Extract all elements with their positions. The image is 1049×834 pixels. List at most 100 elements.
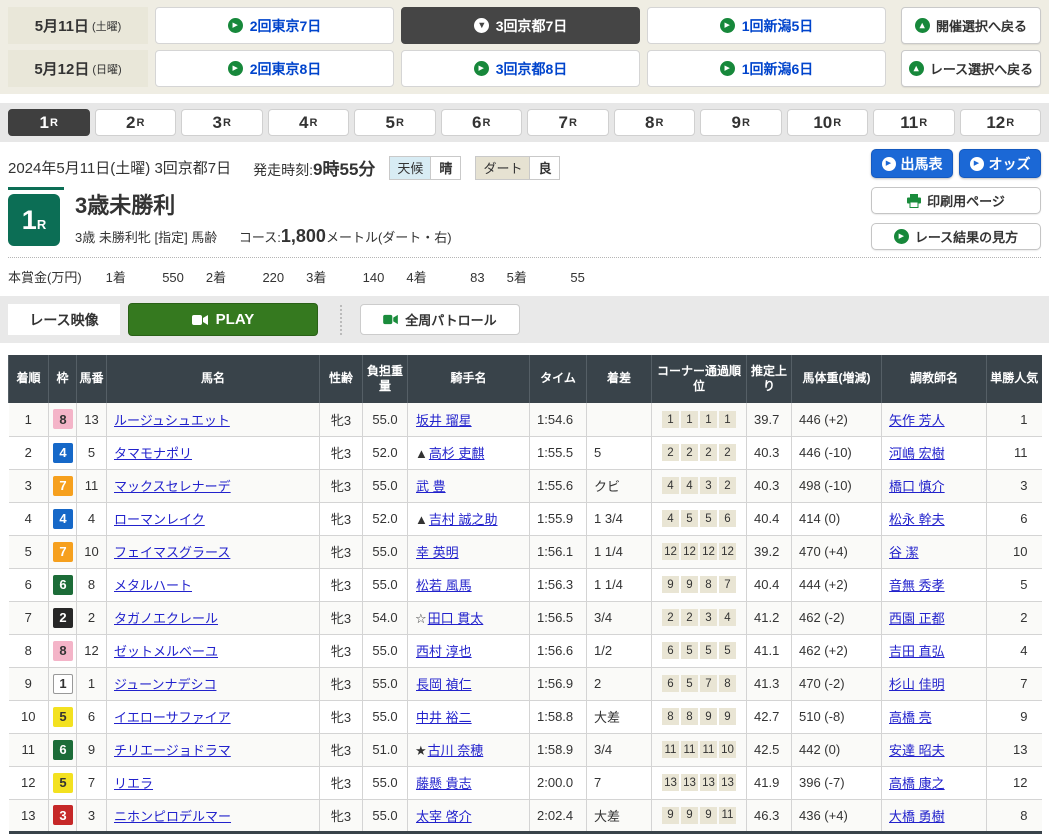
venue-label: 3回京都8日 bbox=[495, 60, 568, 77]
race-tab[interactable]: 12 R bbox=[959, 109, 1041, 136]
race-tab-suffix: R bbox=[919, 116, 928, 129]
trainer-link[interactable]: 河嶋 宏樹 bbox=[889, 446, 945, 462]
jockey-link[interactable]: 吉村 誠之助 bbox=[428, 512, 498, 528]
jockey-link[interactable]: 幸 英明 bbox=[416, 545, 459, 561]
race-tab[interactable]: 11 R bbox=[873, 109, 955, 136]
results-header-row: 着順枠馬番 馬名 性齢 負担重量 騎手名 タイム 着差 コーナー通過順位 推定上り 馬体重(増減)… bbox=[8, 355, 1042, 404]
jockey-link[interactable]: 長岡 禎仁 bbox=[416, 677, 472, 693]
horse-name-link[interactable]: ゼットメルベーユ bbox=[114, 644, 219, 660]
race-tab[interactable]: 1 R bbox=[8, 109, 90, 136]
win-favorite-rank: 10 bbox=[986, 535, 1042, 569]
corner-position: 13 bbox=[681, 774, 698, 792]
horse-name-link[interactable]: リエラ bbox=[114, 776, 154, 792]
results-table: 着順枠馬番 馬名 性齢 負担重量 騎手名 タイム 着差 コーナー通過順位 推定上り 馬体重(増減)… bbox=[8, 355, 1042, 834]
trainer-link[interactable]: 吉田 直弘 bbox=[889, 644, 945, 660]
race-tab[interactable]: 6 R bbox=[440, 109, 522, 136]
venue-button[interactable]: ▶ 2回東京7日 bbox=[155, 7, 394, 44]
horse-name-link[interactable]: ローマンレイク bbox=[114, 512, 205, 528]
trainer-cell: 音無 秀孝 bbox=[881, 568, 987, 602]
start-time: 発走時刻:9時55分 bbox=[253, 155, 375, 180]
trainer-link[interactable]: 矢作 芳人 bbox=[889, 412, 945, 428]
jockey-link[interactable]: 藤懸 貴志 bbox=[416, 776, 472, 792]
prize-items: 1着 550 2着 220 3着 140 4着 83 5着 55 bbox=[106, 267, 607, 286]
jockey-link[interactable]: 田口 貫太 bbox=[427, 611, 484, 627]
venue-button[interactable]: ▶ 3回京都7日 bbox=[401, 7, 640, 44]
corner-position: 4 bbox=[681, 477, 698, 495]
jockey-link[interactable]: 西村 淳也 bbox=[416, 644, 472, 660]
day-of-week-label: (日曜) bbox=[92, 63, 122, 76]
trainer-link[interactable]: 杉山 佳明 bbox=[889, 677, 945, 693]
result-row: 8 8 12 ゼットメルベーユ 牝3 55.0 西村 淳也 1:56.6 1/2… bbox=[8, 634, 1042, 668]
horse-name-link[interactable]: ジューンナデシコ bbox=[114, 677, 217, 693]
race-tab[interactable]: 2 R bbox=[94, 109, 176, 136]
trainer-link[interactable]: 安達 昭夫 bbox=[889, 743, 945, 759]
play-button[interactable]: PLAY bbox=[128, 303, 318, 337]
corner-position: 12 bbox=[700, 543, 717, 561]
horse-name-link[interactable]: タガノエクレール bbox=[114, 611, 219, 627]
horse-name-link[interactable]: マックスセレナーデ bbox=[114, 479, 231, 495]
frame-cell: 4 bbox=[48, 502, 77, 536]
trainer-link[interactable]: 谷 潔 bbox=[889, 545, 919, 561]
race-tab[interactable]: 5 R bbox=[354, 109, 436, 136]
jockey-cell: 武 豊 bbox=[407, 469, 530, 503]
jockey-link[interactable]: 太宰 啓介 bbox=[416, 808, 472, 824]
result-guide-button[interactable]: ▶ レース結果の見方 bbox=[871, 223, 1041, 250]
horse-name-link[interactable]: フェイマスグラース bbox=[114, 545, 231, 561]
jockey-link[interactable]: 松若 風馬 bbox=[416, 578, 472, 594]
jockey-link[interactable]: 武 豊 bbox=[416, 479, 446, 495]
race-tab[interactable]: 8 R bbox=[613, 109, 695, 136]
back-button-label: 開催選択へ戻る bbox=[935, 19, 1027, 34]
venue-button[interactable]: ▶ 2回東京8日 bbox=[155, 50, 394, 87]
trainer-link[interactable]: 高橋 康之 bbox=[889, 776, 945, 792]
race-tab-suffix: R bbox=[742, 116, 750, 129]
horse-name-link[interactable]: ニホンピロデルマー bbox=[114, 808, 232, 824]
corner-position: 13 bbox=[700, 774, 717, 792]
finish-position: 12 bbox=[8, 766, 49, 800]
corner-position: 1 bbox=[719, 411, 736, 429]
horse-name-link[interactable]: タマモナポリ bbox=[114, 446, 193, 462]
day-of-week-label: (土曜) bbox=[91, 20, 122, 33]
race-tab[interactable]: 3 R bbox=[181, 109, 263, 136]
venue-button[interactable]: ▶ 3回京都8日 bbox=[401, 50, 640, 87]
margin: 5 bbox=[586, 436, 652, 470]
odds-button[interactable]: ▶ オッズ bbox=[959, 149, 1041, 178]
sex-age: 牝3 bbox=[319, 634, 363, 668]
margin: 1/2 bbox=[586, 634, 652, 668]
venue-button[interactable]: ▶ 1回新潟5日 bbox=[647, 7, 886, 44]
corner-position: 1 bbox=[681, 411, 698, 429]
race-tab[interactable]: 10 R bbox=[786, 109, 868, 136]
jockey-link[interactable]: 坂井 瑠星 bbox=[416, 412, 472, 428]
trainer-link[interactable]: 音無 秀孝 bbox=[889, 578, 945, 594]
jockey-link[interactable]: 古川 奈穂 bbox=[427, 743, 484, 759]
jockey-link[interactable]: 高杉 吏麒 bbox=[428, 446, 485, 462]
margin: 2 bbox=[586, 667, 652, 701]
print-page-button[interactable]: 印刷用ページ bbox=[871, 187, 1041, 214]
horse-name-link[interactable]: チリエージョドラマ bbox=[114, 743, 231, 759]
trainer-link[interactable]: 高橋 亮 bbox=[889, 710, 932, 726]
horse-number: 11 bbox=[76, 469, 107, 503]
frame-badge: 4 bbox=[53, 442, 73, 463]
back-button[interactable]: ▶ 開催選択へ戻る bbox=[901, 7, 1041, 44]
date-label: 5月12日 bbox=[34, 61, 90, 78]
back-button[interactable]: ▶ レース選択へ戻る bbox=[901, 50, 1041, 87]
trainer-link[interactable]: 松永 幹夫 bbox=[889, 512, 945, 528]
corner-position: 13 bbox=[662, 774, 679, 792]
trainer-link[interactable]: 大橋 勇樹 bbox=[889, 808, 945, 824]
horse-name-link[interactable]: ルージュシュエット bbox=[114, 412, 230, 428]
jockey-link[interactable]: 中井 裕二 bbox=[416, 710, 472, 726]
horse-number: 5 bbox=[76, 436, 107, 470]
weather-label: 天候 bbox=[390, 156, 431, 179]
race-tab-suffix: R bbox=[309, 116, 318, 129]
trainer-link[interactable]: 西園 正都 bbox=[889, 611, 945, 627]
horse-name-link[interactable]: メタルハート bbox=[114, 578, 193, 594]
corner-position: 1 bbox=[700, 411, 717, 429]
race-tab[interactable]: 4 R bbox=[267, 109, 349, 136]
venue-button[interactable]: ▶ 1回新潟6日 bbox=[647, 50, 886, 87]
race-tab[interactable]: 7 R bbox=[527, 109, 609, 136]
patrol-video-button[interactable]: 全周パトロール bbox=[360, 304, 520, 336]
race-tab[interactable]: 9 R bbox=[700, 109, 782, 136]
trainer-link[interactable]: 橋口 慎介 bbox=[889, 479, 945, 495]
frame-badge: 8 bbox=[53, 640, 73, 661]
shutsuba-button[interactable]: ▶ 出馬表 bbox=[871, 149, 953, 178]
horse-name-link[interactable]: イエローサファイア bbox=[114, 710, 231, 726]
